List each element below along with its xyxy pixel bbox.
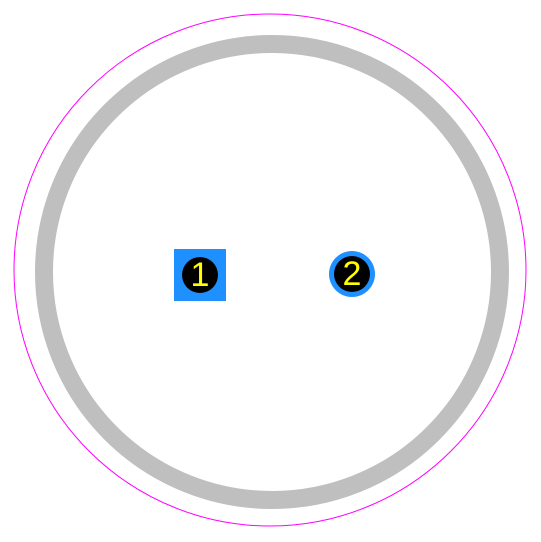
pad-1-label: 1 xyxy=(191,256,210,294)
pad-1: 1 xyxy=(174,249,226,301)
footprint-diagram: 1 2 xyxy=(0,0,541,542)
pad-2-label: 2 xyxy=(343,255,362,293)
silkscreen-ring xyxy=(44,44,500,500)
pad-2: 2 xyxy=(329,251,375,297)
outline-circle xyxy=(14,14,526,526)
